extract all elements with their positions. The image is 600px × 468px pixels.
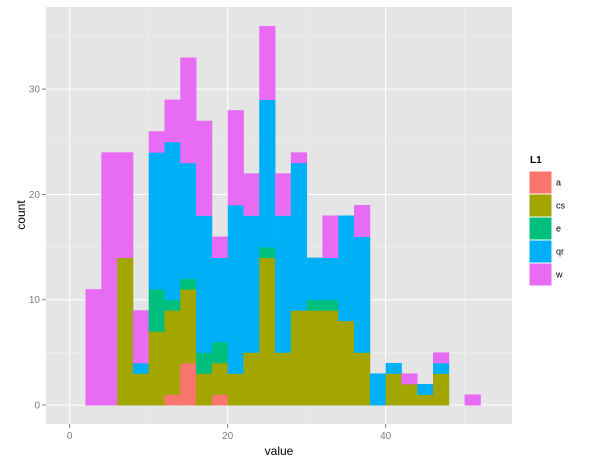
bar-w: [275, 173, 292, 216]
legend-key-w: [528, 262, 553, 287]
legend-label-a: a: [556, 178, 561, 188]
bar-w: [354, 204, 371, 237]
bar-a: [164, 394, 181, 406]
bar-qr: [338, 215, 355, 322]
y-axis: 0 10 20 30: [29, 85, 46, 412]
x-tick-label: 40: [380, 431, 392, 442]
bar-w: [243, 173, 260, 216]
legend-key-qr: [528, 239, 553, 264]
legend-label-cs: cs: [556, 201, 566, 211]
bar-w: [259, 25, 276, 101]
x-axis-title: value: [265, 444, 294, 458]
bar-qr: [148, 152, 165, 290]
bar-w: [227, 110, 244, 206]
bar-cs: [132, 373, 150, 406]
bar-cs: [164, 310, 181, 395]
bar-w: [401, 373, 418, 385]
bar-w: [132, 310, 150, 364]
bar-w: [101, 152, 118, 406]
bar-cs: [180, 289, 197, 364]
bar-cs: [417, 394, 434, 406]
bar-cs: [290, 310, 308, 406]
legend-key-e: [528, 216, 553, 241]
bar-cs: [385, 373, 402, 406]
legend: L1 a cs e qr w: [528, 155, 566, 287]
bar-qr: [243, 215, 260, 353]
bar-cs: [338, 320, 355, 406]
legend-label-qr: qr: [556, 247, 564, 257]
bar-qr: [354, 236, 371, 353]
bar-cs: [211, 362, 229, 395]
y-tick-label: 20: [29, 190, 41, 201]
y-tick-label: 10: [29, 295, 41, 306]
bar-a: [180, 362, 197, 406]
bar-cs: [196, 373, 213, 406]
x-axis: 0 20 40: [67, 424, 392, 442]
bar-qr: [290, 162, 308, 311]
bar-qr: [385, 362, 402, 374]
bar-e: [148, 289, 165, 332]
y-tick-label: 0: [34, 401, 40, 412]
y-tick-label: 30: [29, 85, 41, 96]
bar-cs: [354, 352, 371, 406]
bar-e: [322, 299, 339, 311]
bar-qr: [211, 257, 229, 343]
bar-cs: [275, 352, 292, 406]
bar-cs: [148, 331, 165, 406]
bars: [85, 25, 481, 406]
y-axis-title: count: [14, 200, 28, 230]
bar-qr: [369, 373, 387, 406]
bar-w: [196, 120, 213, 216]
bar-qr: [196, 215, 213, 353]
bar-w: [148, 131, 165, 153]
bar-e: [180, 278, 197, 290]
bar-cs: [401, 383, 418, 406]
bar-w: [211, 236, 229, 259]
bar-w: [464, 394, 481, 406]
bar-cs: [243, 352, 260, 406]
bar-e: [164, 299, 181, 311]
bar-qr: [164, 141, 181, 301]
bar-qr: [417, 383, 434, 395]
legend-key-a: [528, 170, 553, 195]
bar-qr: [227, 204, 244, 374]
bar-w: [433, 352, 450, 364]
bar-a: [211, 394, 229, 406]
bar-qr: [306, 257, 323, 301]
bar-cs: [259, 257, 276, 406]
bar-w: [180, 57, 197, 164]
bar-qr: [275, 215, 292, 353]
bar-e: [211, 341, 229, 364]
bar-cs: [322, 310, 339, 406]
bar-qr: [322, 257, 339, 301]
bar-qr: [180, 162, 197, 280]
legend-key-cs: [528, 193, 553, 218]
x-tick-label: 20: [222, 431, 234, 442]
bar-w: [164, 99, 181, 143]
bar-w: [290, 152, 308, 164]
bar-qr: [433, 362, 450, 374]
bar-qr: [259, 99, 276, 248]
bar-cs: [117, 257, 134, 406]
bar-e: [306, 299, 323, 311]
legend-label-e: e: [556, 224, 561, 234]
x-tick-label: 0: [67, 431, 73, 442]
bar-cs: [433, 373, 450, 406]
legend-title: L1: [530, 155, 542, 166]
bar-e: [259, 247, 276, 259]
bar-cs: [306, 310, 323, 406]
bar-w: [117, 152, 134, 259]
bar-w: [85, 289, 102, 406]
bar-e: [196, 352, 213, 374]
bar-w: [322, 215, 339, 259]
bar-qr: [132, 362, 150, 374]
bar-cs: [227, 373, 244, 406]
legend-label-w: w: [555, 270, 563, 280]
